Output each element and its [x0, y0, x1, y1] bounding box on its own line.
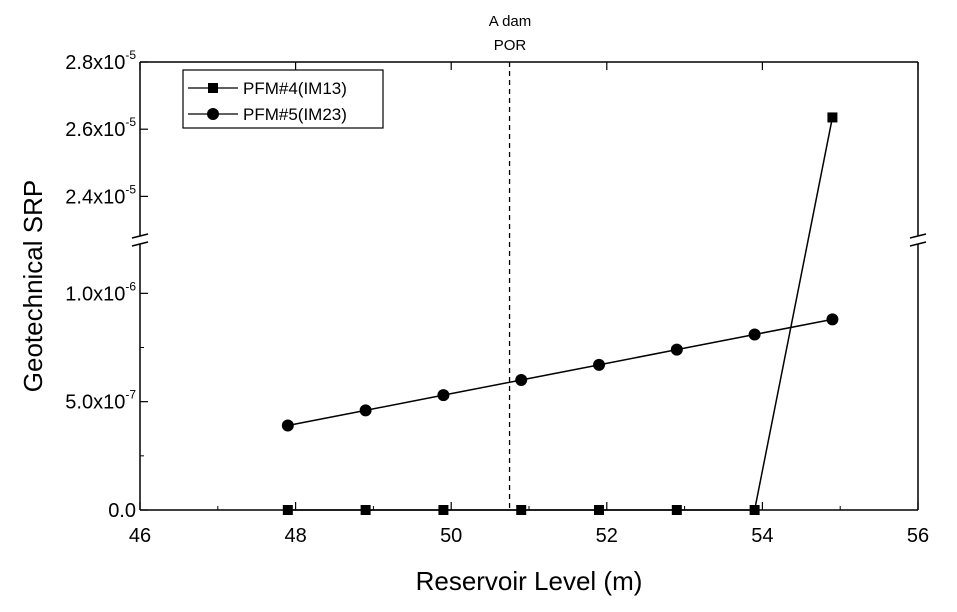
data-point-circle: [826, 313, 839, 326]
legend-marker-pfm4: [208, 83, 218, 93]
por-label-line2: POR: [494, 37, 527, 54]
x-tick-label: 56: [907, 525, 929, 547]
axis-break-mark-left-a: [131, 233, 149, 239]
axis-break-mark-left-b: [131, 241, 149, 247]
data-point-square: [827, 112, 838, 123]
tick-labels: 46 48 50 52 54 56 0.0 5.0x10-7 1.0x10-6 2.4x10-5 2…: [65, 48, 929, 547]
data-point-square: [594, 505, 605, 515]
series-group: [281, 112, 839, 515]
data-point-circle: [670, 343, 683, 356]
axis-break-mark-right-b: [909, 241, 927, 247]
y-axis-title: Geotechnical SRP: [18, 180, 48, 392]
y-tick-label: 2.8x10-5: [65, 48, 136, 74]
x-tick-label: 48: [284, 525, 306, 547]
por-label-line1: A dam: [489, 13, 532, 30]
axis-break-marks: [131, 233, 927, 247]
data-point-circle: [437, 389, 450, 402]
data-point-circle: [515, 374, 528, 386]
data-point-circle: [593, 358, 606, 371]
data-point-square: [671, 505, 682, 515]
y-tick-label: 2.6x10-5: [65, 115, 136, 141]
series-line-1: [287, 318, 833, 427]
legend: PFM#4(IM13) PFM#5(IM23): [182, 69, 384, 129]
axis-ticks: [139, 61, 919, 511]
x-axis-title: Reservoir Level (m): [416, 566, 643, 596]
data-point-square: [749, 505, 760, 515]
y-tick-label: 5.0x10-7: [65, 388, 136, 414]
series-line-0: [287, 117, 834, 511]
data-point-circle: [748, 328, 761, 341]
data-point-square: [360, 505, 371, 515]
y-tick-label: 1.0x10-6: [65, 279, 136, 305]
legend-label-pfm5: PFM#5(IM23): [243, 105, 347, 124]
axis-break-mark-right-a: [909, 233, 927, 239]
x-tick-label: 52: [596, 525, 618, 547]
legend-label-pfm4: PFM#4(IM13): [243, 79, 347, 98]
data-point-square: [516, 505, 527, 515]
y-tick-label: 0.0: [108, 500, 136, 522]
plot-frame: [139, 61, 919, 511]
x-tick-label: 54: [751, 525, 773, 547]
x-tick-label: 46: [129, 525, 151, 547]
legend-marker-pfm5: [207, 108, 219, 120]
data-point-square: [438, 505, 449, 515]
data-point-circle: [281, 419, 294, 432]
data-point-circle: [359, 404, 372, 417]
y-tick-label: 2.4x10-5: [65, 182, 136, 208]
x-tick-label: 50: [440, 525, 462, 547]
data-point-square: [282, 505, 293, 515]
